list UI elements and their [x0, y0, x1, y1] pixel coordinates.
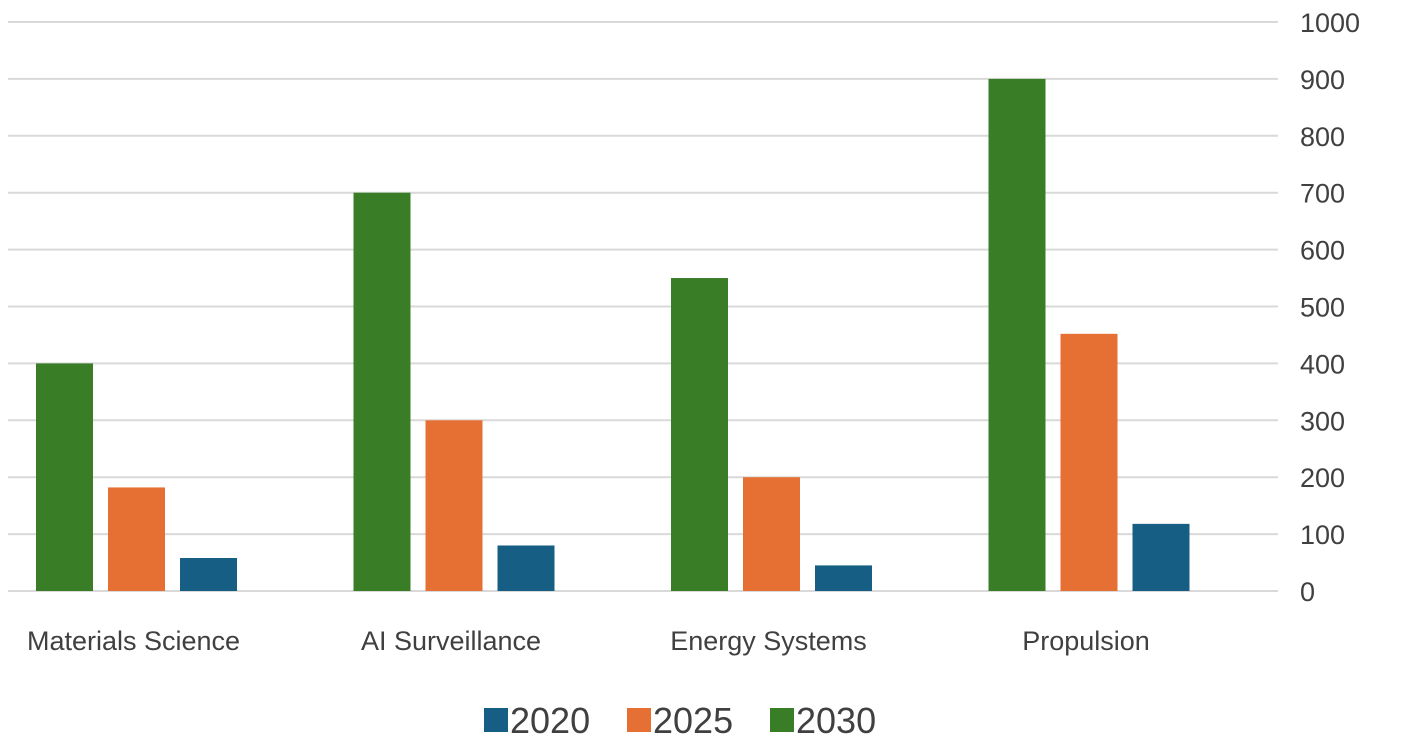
- bar-2025-materials-science: [108, 487, 165, 591]
- y-tick-label: 700: [1300, 179, 1345, 209]
- x-category-label: Energy Systems: [670, 626, 867, 656]
- y-tick-label: 600: [1300, 236, 1345, 266]
- bar-2020-propulsion: [1132, 523, 1190, 591]
- bar-2030-materials-science: [36, 363, 93, 591]
- gridlines: [8, 21, 1278, 592]
- y-tick-label: 900: [1300, 65, 1345, 95]
- y-tick-label: 1000: [1300, 8, 1360, 38]
- legend-label: 2030: [796, 700, 876, 738]
- x-category-label: Materials Science: [27, 626, 240, 656]
- bar-2030-propulsion: [988, 78, 1046, 591]
- y-tick-label: 200: [1300, 463, 1345, 493]
- bar-2030-energy-systems: [671, 278, 728, 591]
- bar-2020-energy-systems: [815, 565, 872, 591]
- bar-2025-propulsion: [1060, 333, 1118, 591]
- y-axis-tick-labels: 0 100 200 300 400 500 600 700 800 900 1000: [1300, 8, 1360, 607]
- y-tick-label: 800: [1300, 122, 1345, 152]
- y-tick-label: 500: [1300, 293, 1345, 323]
- y-tick-label: 400: [1300, 349, 1345, 379]
- x-category-label: Propulsion: [1022, 626, 1150, 656]
- x-axis-category-labels: Materials Science AI Surveillance Energy S…: [27, 626, 1150, 656]
- y-tick-label: 100: [1300, 520, 1345, 550]
- legend-label: 2025: [653, 700, 733, 738]
- bar-2020-ai-surveillance: [497, 545, 555, 591]
- y-tick-label: 0: [1300, 577, 1315, 607]
- bar-2025-ai-surveillance: [425, 420, 483, 591]
- legend-label: 2020: [510, 700, 590, 738]
- legend-swatch: [770, 708, 794, 732]
- legend-swatch: [627, 708, 651, 732]
- legend-item-2030: 2030: [770, 700, 876, 738]
- bar-2030-ai-surveillance: [353, 192, 411, 591]
- legend-swatch: [484, 708, 508, 732]
- y-tick-label: 300: [1300, 406, 1345, 436]
- bar-series: [36, 78, 1190, 591]
- x-category-label: AI Surveillance: [361, 626, 541, 656]
- bar-2020-materials-science: [180, 557, 237, 591]
- legend: 2020 2025 2030: [484, 700, 876, 738]
- legend-item-2020: 2020: [484, 700, 590, 738]
- bar-2025-energy-systems: [743, 477, 800, 591]
- legend-item-2025: 2025: [627, 700, 733, 738]
